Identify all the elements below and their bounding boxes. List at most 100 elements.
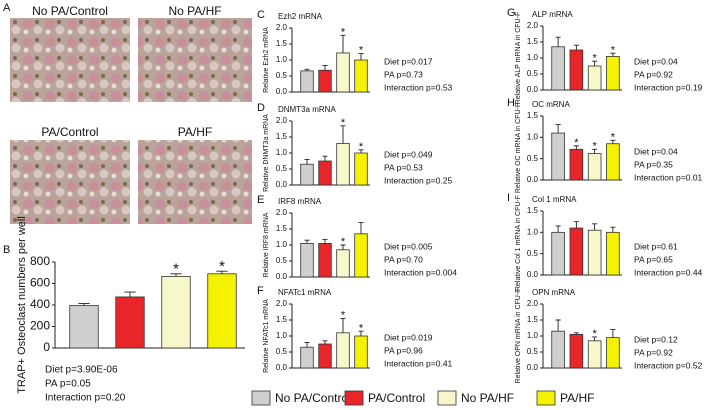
stat-text: Diet p=0.019 (384, 332, 433, 342)
y-tick-label: 1.0 (276, 148, 288, 157)
bar (354, 233, 368, 278)
error-bar (610, 226, 616, 233)
bar (318, 242, 332, 278)
stat-text: PA p=0.73 (384, 69, 423, 79)
stat-text: Interaction p=0.41 (384, 358, 453, 368)
legend-label: PA/Control (368, 391, 425, 405)
bar (587, 229, 602, 276)
error-bar (358, 330, 364, 336)
panel-letter: A (3, 2, 11, 14)
chart-panel: C Ezh2 mRNA Relative Ezh2 mRNA Diet p=0.017… (257, 9, 453, 96)
y-tick-label: 2.0 (527, 21, 539, 30)
chart-title: IRF8 mRNA (278, 197, 322, 206)
y-tick-label: 0.5 (276, 71, 288, 80)
bar (115, 296, 145, 349)
y-tick-label: 0.0 (527, 270, 539, 279)
bar (354, 152, 368, 186)
error-bar (340, 125, 346, 144)
bar (569, 227, 584, 276)
y-tick-label: 1.0 (527, 132, 539, 141)
bar (69, 305, 99, 349)
micrograph (138, 18, 252, 102)
stat-text: Interaction p=0.01 (634, 172, 703, 182)
significance-star: * (341, 310, 346, 322)
stat-text: Diet p=0.04 (634, 146, 678, 156)
y-tick-label: 1.0 (527, 331, 539, 340)
y-axis-label: Relative NFATc1 mRNA (263, 299, 270, 373)
bar (161, 276, 191, 349)
micrograph (138, 140, 252, 224)
y-tick-label: 0.0 (527, 175, 539, 184)
bar (551, 132, 565, 181)
y-axis-label: Relative Col 1 mRNA in CFU-F (515, 195, 522, 291)
error-bar (358, 53, 364, 60)
chart-title: OPN mRNA (532, 288, 576, 297)
bar (318, 160, 332, 186)
significance-star: * (592, 328, 597, 340)
legend-swatch (251, 390, 271, 406)
y-tick-label: 1.5 (527, 206, 539, 215)
y-tick-label: 1.0 (276, 240, 288, 249)
significance-star: * (359, 45, 364, 57)
error-bar (216, 270, 228, 274)
chart-panel: OPN mRNA Relative OPN mRNA in CFU-F Diet p… (515, 288, 703, 383)
significance-star: * (592, 52, 597, 64)
significance-star: * (173, 261, 179, 278)
image-label: PA/Control (41, 125, 98, 139)
legend-swatch (344, 390, 364, 406)
error-bar (573, 44, 579, 50)
y-tick-label: 400 (30, 297, 50, 311)
chart-panel: B TRAP+ Osteoclast numbers per well Diet p… (3, 216, 245, 404)
error-bar (304, 341, 310, 348)
bar (300, 242, 314, 278)
error-bar (322, 64, 328, 71)
chart-title: ALP mRNA (532, 10, 573, 19)
error-bar (322, 155, 328, 161)
error-bar (592, 336, 598, 341)
error-bar (555, 319, 561, 332)
y-tick-label: 1.0 (527, 227, 539, 236)
y-axis-label: TRAP+ Osteoclast numbers per well (16, 216, 28, 394)
stat-text: PA p=0.92 (634, 347, 673, 357)
panel-letter: E (257, 194, 264, 206)
bar (300, 346, 314, 369)
error-bar (573, 145, 579, 150)
panel-letter: D (257, 102, 265, 114)
y-tick-label: 1.5 (276, 315, 288, 324)
bar (606, 337, 620, 369)
error-bar (592, 148, 598, 154)
error-bar (610, 329, 616, 338)
image-label: PA/HF (178, 125, 212, 139)
significance-star: * (219, 258, 225, 275)
stat-text: Diet p=0.04 (634, 56, 678, 66)
bar (318, 343, 332, 369)
error-bar (555, 124, 561, 134)
legend-label: No PA/Control (275, 391, 351, 405)
legend-label: No PA/HF (461, 391, 514, 405)
error-bar (304, 239, 310, 244)
stat-text: Diet p=0.12 (634, 334, 678, 344)
y-tick-label: 800 (30, 254, 50, 268)
y-tick-label: 0.5 (276, 347, 288, 356)
error-bar (304, 68, 310, 71)
y-tick-label: 0.5 (527, 249, 539, 258)
bar (318, 69, 332, 93)
bar (587, 153, 602, 181)
significance-star: * (359, 141, 364, 153)
significance-star: * (611, 131, 616, 143)
error-bar (322, 340, 328, 344)
chart-panel: F NFATc1 mRNA Relative NFATc1 mRNA Diet p=0… (257, 285, 453, 373)
significance-star: * (592, 140, 597, 152)
y-tick-label: 0.0 (527, 85, 539, 94)
bar (354, 59, 368, 93)
stat-text: Interaction p=0.52 (634, 360, 703, 370)
y-tick-label: 1.0 (276, 331, 288, 340)
stat-text: Diet p=0.61 (634, 241, 678, 251)
stat-text: PA p=0.05 (45, 379, 91, 390)
significance-star: * (341, 236, 346, 248)
legend-swatch (536, 390, 556, 406)
y-tick-label: 0.0 (276, 272, 288, 281)
y-tick-label: 0.5 (527, 347, 539, 356)
panel-a: A No PA/Control No PA/HF PA/Control PA/H… (3, 2, 252, 224)
y-tick-label: 1.0 (276, 55, 288, 64)
